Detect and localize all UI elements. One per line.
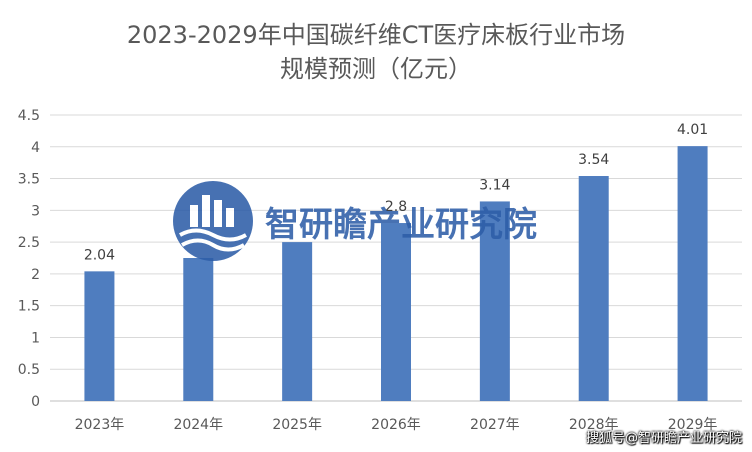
x-tick-label: 2023年 [75,417,125,433]
watermark-text: 智研瞻产业研究院 [265,205,537,245]
bar [84,271,115,401]
y-tick-label: 3 [31,203,40,219]
watermark-logo-wave [181,238,245,252]
watermark-logo [173,181,253,261]
watermark-logo-bar [202,195,210,227]
chart-title-line-2: 规模预测（亿元） [280,55,472,83]
data-label: 4.01 [677,122,708,138]
y-tick-label: 1 [31,330,40,346]
data-label: 3.54 [578,152,609,168]
bar [282,242,313,401]
chart-title-line-1: 2023-2029年中国碳纤维CT医疗床板行业市场 [126,21,626,49]
y-tick-label: 2 [31,267,40,283]
y-tick-label: 2.5 [18,235,40,251]
y-tick-label: 4 [31,140,40,156]
bar [578,176,609,401]
data-label: 3.14 [479,177,510,193]
x-tick-label: 2026年 [371,417,421,433]
watermark-logo-bar [190,205,198,227]
bar [381,223,411,401]
bar [677,146,708,401]
y-tick-label: 0.5 [18,362,40,378]
x-tick-label: 2025年 [272,417,322,433]
x-tick-label: 2024年 [173,417,223,433]
y-tick-label: 4.5 [18,108,40,124]
x-tick-label: 2027年 [470,417,520,433]
footer-credit: 搜狐号@智研瞻产业研究院 [585,431,742,446]
bar [183,258,214,401]
data-label: 2.04 [84,247,115,263]
watermark-logo-bar [214,200,222,227]
data-label: 2.8 [385,199,407,215]
watermark-logo-bar [226,208,234,227]
y-tick-label: 1.5 [18,299,40,315]
y-tick-label: 3.5 [18,172,40,188]
bar [479,201,510,401]
x-tick-label: 2029年 [668,417,718,433]
y-tick-label: 0 [31,394,40,410]
watermark-logo-wave [179,228,247,242]
watermark: 智研瞻产业研究院 [173,181,537,261]
x-tick-label: 2028年 [569,417,619,433]
